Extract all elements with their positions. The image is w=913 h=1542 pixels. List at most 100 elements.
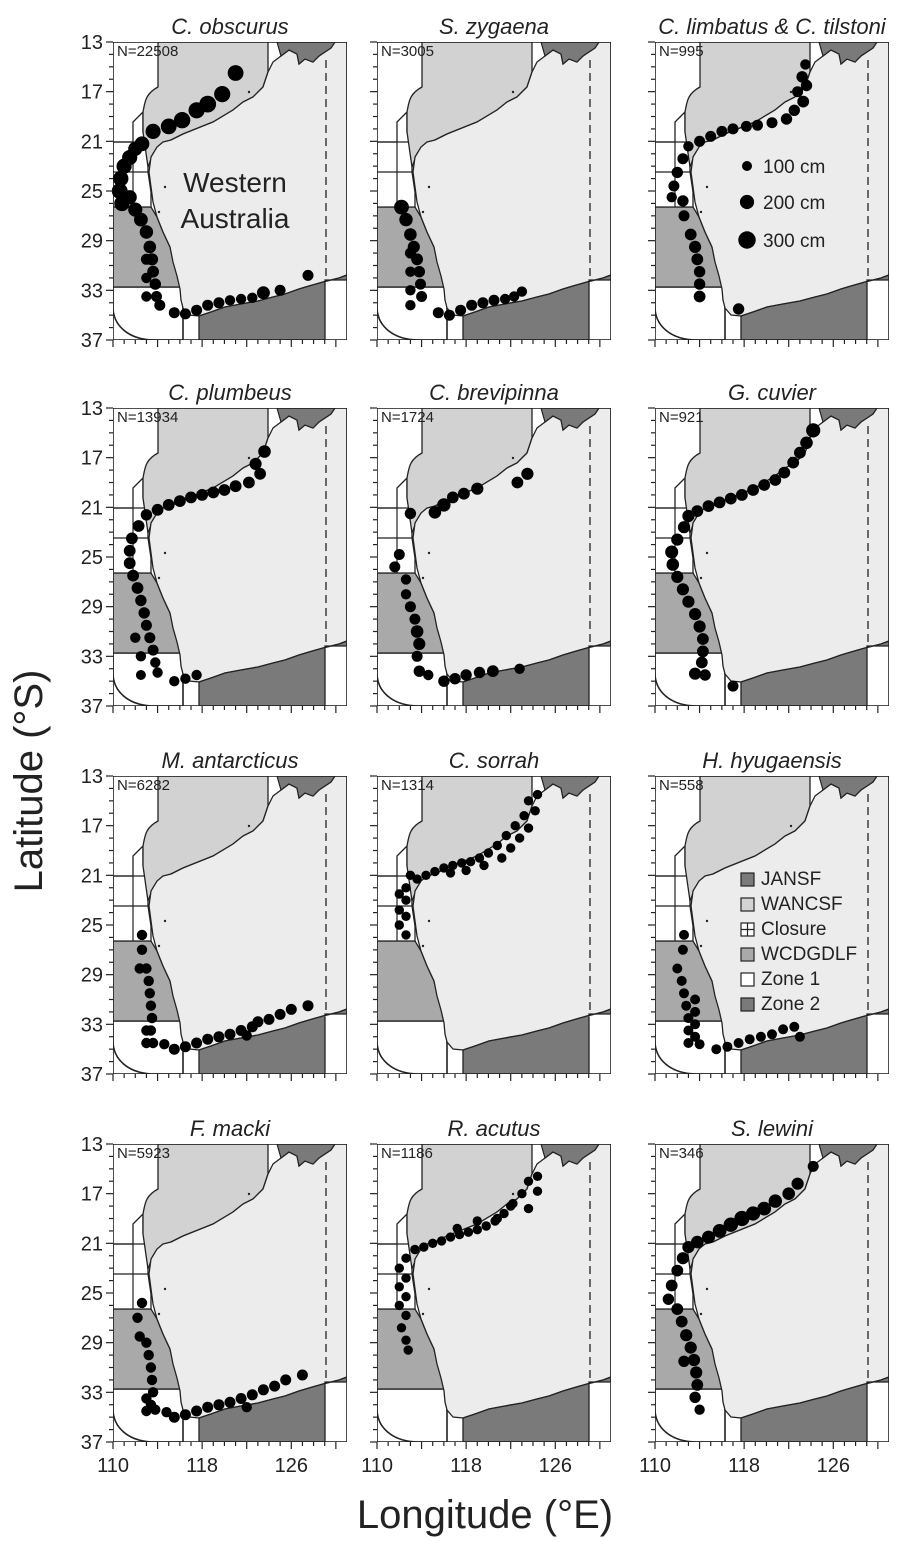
catch-point [413, 665, 425, 677]
catch-point [214, 86, 231, 103]
panel-title: S. lewini [731, 1116, 814, 1141]
x-tick-label: 126 [817, 1455, 850, 1477]
catch-point [401, 930, 411, 940]
catch-point [302, 1000, 314, 1012]
catch-point [778, 466, 791, 479]
catch-point [789, 1021, 800, 1032]
map-base [655, 408, 889, 706]
catch-point [683, 1025, 694, 1036]
catch-point [792, 86, 804, 98]
catch-point [134, 212, 148, 227]
catch-point [161, 1407, 172, 1418]
catch-point [241, 1402, 252, 1413]
catch-point [138, 607, 150, 619]
catch-point [794, 1031, 805, 1042]
catch-point [202, 1401, 214, 1413]
x-axis-title: Longitude (°E) [357, 1493, 613, 1537]
catch-point [445, 1232, 456, 1242]
zone-legend-label: Zone 1 [761, 969, 820, 990]
map-base [377, 408, 611, 706]
catch-point [410, 1244, 420, 1255]
y-tick-label: 29 [81, 1333, 103, 1355]
catch-point [438, 675, 450, 687]
catch-point [145, 1000, 157, 1011]
axis-ticks [648, 407, 879, 713]
catch-point [144, 632, 156, 644]
place-label-line1: Western [183, 167, 287, 198]
catch-point [168, 307, 180, 319]
catch-point [404, 247, 416, 259]
catch-point [213, 297, 225, 309]
catch-point [188, 102, 205, 119]
panel-title: M. antarcticus [162, 748, 299, 773]
catch-point [532, 1171, 543, 1181]
place-label-line2: Australia [181, 203, 290, 234]
catch-point [523, 1176, 534, 1186]
catch-points [394, 199, 528, 321]
catch-point [747, 484, 759, 496]
catch-point [246, 1389, 258, 1401]
catch-point [136, 944, 148, 955]
catch-point [694, 1404, 705, 1415]
catch-point [693, 278, 706, 290]
catch-point [800, 436, 813, 450]
catch-point [179, 308, 191, 320]
catch-point [787, 456, 800, 469]
panel-title: C. sorrah [449, 748, 539, 773]
catch-point [416, 291, 428, 302]
catch-point [689, 1391, 701, 1403]
panel-title: S. zygaena [439, 14, 549, 39]
catch-point [501, 830, 511, 841]
catch-point [257, 1384, 269, 1396]
y-tick-label: 37 [81, 330, 103, 352]
sample-count: N=3005 [381, 43, 434, 60]
catch-point [523, 1203, 534, 1214]
catch-point [682, 1241, 695, 1254]
size-legend-label: 100 cm [763, 157, 825, 178]
catch-point [218, 484, 231, 496]
map-panel: R. acutus N=1186 110 118 126 [361, 1116, 611, 1477]
catch-point [401, 1273, 411, 1283]
y-tick-label: 29 [81, 597, 103, 619]
axis-ticks [106, 775, 337, 1081]
zone-legend-swatch [740, 897, 755, 912]
catch-point [683, 141, 694, 152]
catch-point [671, 1264, 684, 1277]
catch-point [196, 489, 208, 501]
catch-point [517, 1189, 527, 1199]
catch-point [746, 1206, 761, 1221]
catch-point [428, 506, 442, 519]
catch-point [666, 192, 677, 203]
catch-point [145, 1362, 157, 1373]
catch-point [403, 1345, 413, 1355]
catch-point [683, 1013, 694, 1024]
catch-point [150, 1404, 161, 1415]
catch-point [724, 492, 737, 505]
catch-point [410, 625, 424, 638]
catch-point [691, 253, 704, 266]
sample-count: N=995 [659, 43, 704, 60]
catch-point [699, 669, 711, 681]
catch-point [159, 1039, 170, 1050]
catch-point [677, 944, 688, 955]
catch-point [499, 293, 511, 305]
catch-point [483, 848, 494, 858]
panel-title: R. acutus [448, 1116, 541, 1141]
catch-point [713, 496, 726, 509]
catch-point [405, 870, 416, 880]
catch-point [697, 645, 709, 658]
catch-point [136, 1297, 148, 1309]
zone-legend-label: Closure [761, 919, 826, 940]
catch-point [263, 1013, 275, 1025]
catch-point [676, 583, 689, 596]
catch-point [689, 240, 702, 253]
map-panel: M. antarcticus N=6282 13 17 21 25 29 33 37 [81, 748, 347, 1086]
catch-point [229, 480, 242, 493]
catch-point [241, 1030, 252, 1041]
y-tick-label: 13 [81, 766, 103, 788]
panel-title: C. brevipinna [429, 380, 559, 405]
catch-point [690, 1006, 701, 1017]
catch-point [401, 911, 411, 921]
catch-point [702, 1230, 715, 1244]
catch-point [443, 309, 455, 321]
